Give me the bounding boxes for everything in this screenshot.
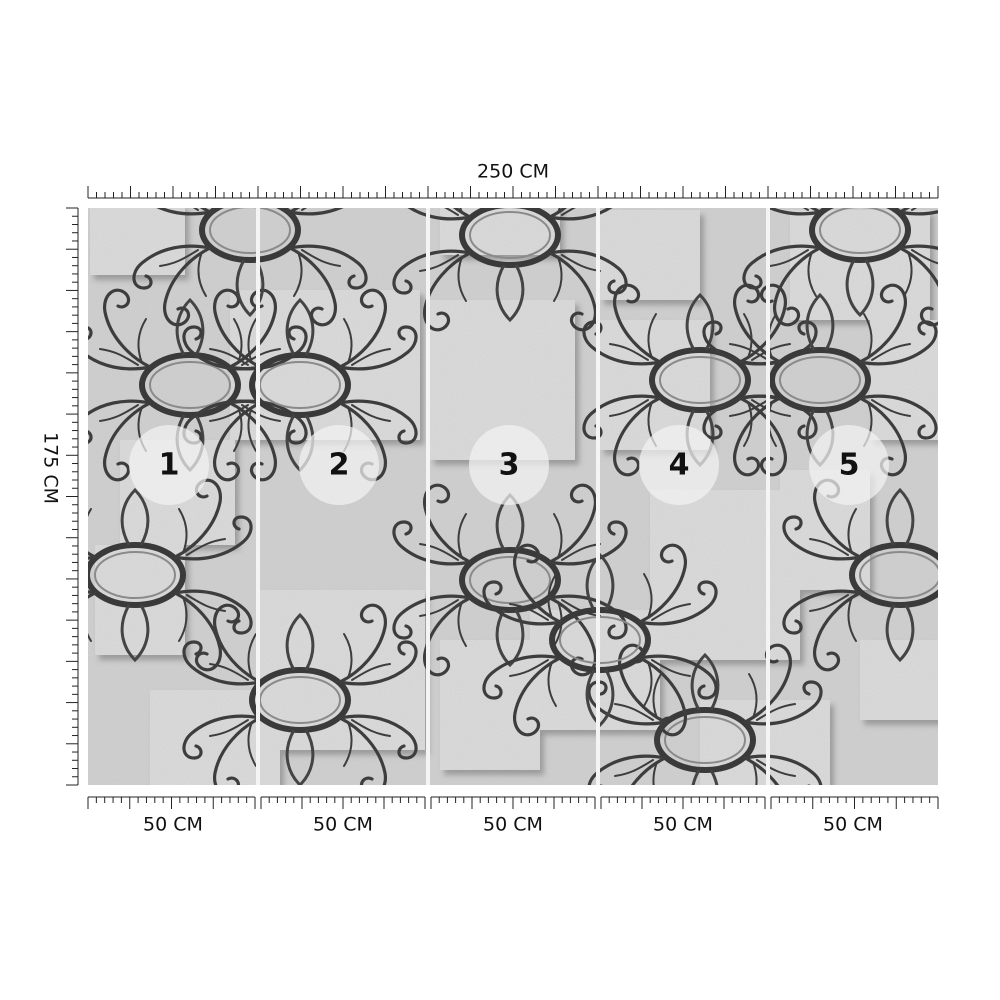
panel-number: 3: [499, 448, 520, 483]
panel-number: 4: [669, 448, 690, 483]
panel-width: 50 CM: [653, 814, 713, 836]
rulers: [66, 186, 939, 809]
panel-width: 50 CM: [313, 814, 373, 836]
panel-badge: [639, 425, 719, 505]
panel-badge: [299, 425, 379, 505]
panel-number: 2: [329, 448, 350, 483]
panel-badge: [469, 425, 549, 505]
panel-badge: [809, 425, 889, 505]
panel-badge: [129, 425, 209, 505]
height-label: 175 CM: [40, 432, 62, 504]
panel-number: 5: [839, 448, 860, 483]
panel-width: 50 CM: [143, 814, 203, 836]
panel-width: 50 CM: [823, 814, 883, 836]
panel-dividers: [256, 208, 770, 785]
mural: [88, 208, 938, 785]
width-label: 250 CM: [477, 161, 549, 183]
panel-number: 1: [159, 448, 180, 483]
panel-width: 50 CM: [483, 814, 543, 836]
